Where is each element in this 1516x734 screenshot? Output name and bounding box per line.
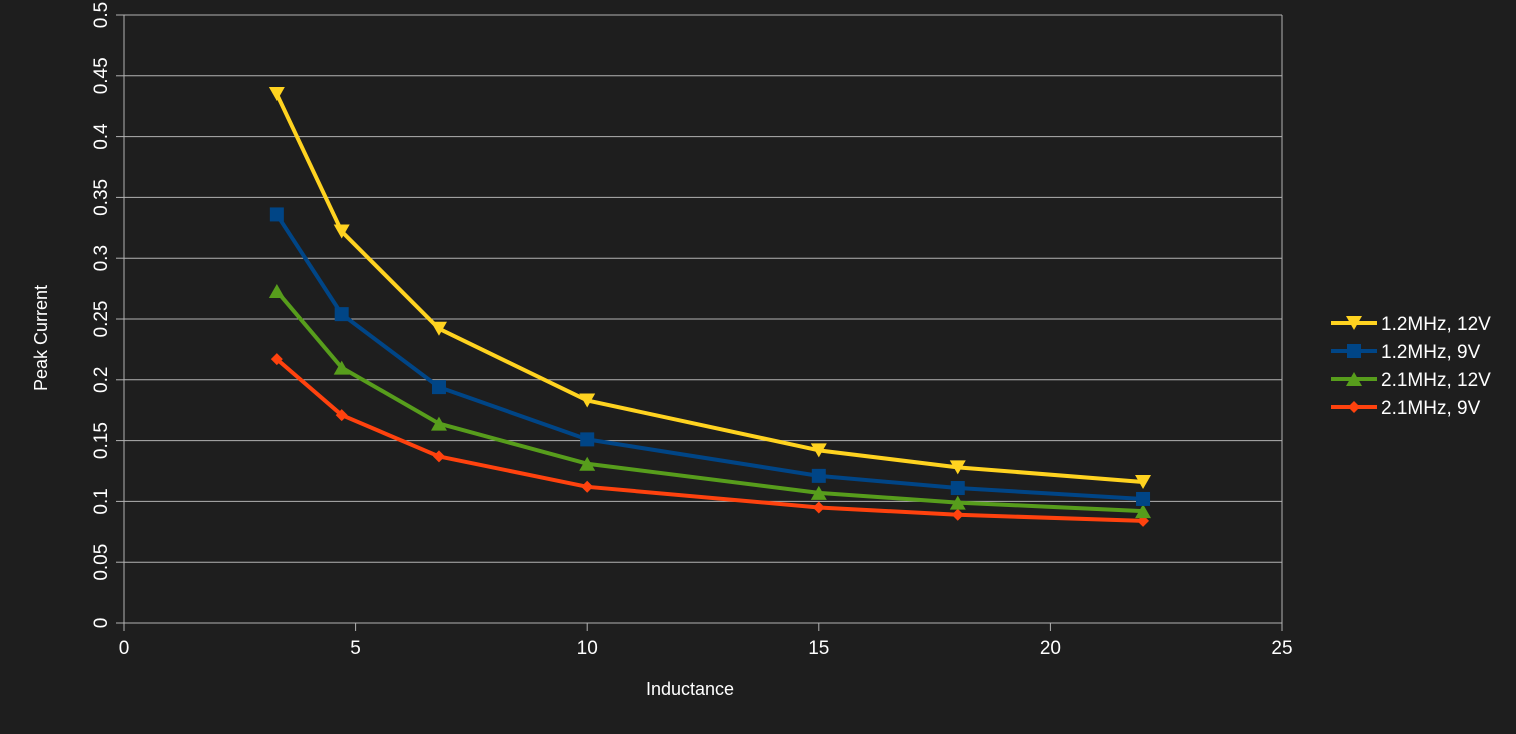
data-point [268, 87, 285, 102]
data-point [1136, 491, 1151, 506]
x-tick-label: 20 [1040, 638, 1061, 659]
x-tick-label: 10 [577, 638, 598, 659]
legend-label: 2.1MHz, 12V [1381, 370, 1491, 391]
data-point [579, 393, 596, 408]
data-point [1135, 474, 1152, 489]
series-line [275, 213, 1144, 501]
axis-layer [116, 14, 1283, 631]
series-3 [270, 353, 1150, 527]
legend-swatch-marker [1346, 372, 1362, 386]
x-axis-title: Inductance [646, 679, 734, 699]
data-point [333, 224, 350, 239]
y-tick-label: 0.2 [91, 367, 112, 393]
x-tick-label: 15 [808, 638, 829, 659]
data-point [950, 481, 965, 496]
data-point [268, 284, 285, 299]
legend-label: 1.2MHz, 9V [1381, 342, 1481, 363]
legend-entry: 1.2MHz, 12V [1331, 314, 1491, 335]
data-point [1135, 504, 1152, 519]
y-tick-label: 0.4 [91, 123, 112, 150]
grid-layer [124, 14, 1282, 624]
data-point [580, 432, 595, 447]
data-point [431, 380, 446, 395]
y-axis-title: Peak Current [31, 285, 51, 391]
legend-swatch-marker [1347, 344, 1361, 358]
series-line [275, 93, 1144, 484]
y-tick-label: 0.5 [91, 2, 112, 28]
legend-entry: 2.1MHz, 9V [1331, 398, 1481, 419]
y-tick-label: 0.05 [91, 544, 112, 581]
data-point [333, 360, 350, 375]
data-point [811, 468, 826, 483]
data-point [949, 460, 966, 475]
y-tick-label: 0.25 [91, 301, 112, 338]
series-line [275, 289, 1144, 514]
data-point [810, 443, 827, 458]
data-point [810, 485, 827, 500]
y-tick-label: 0.3 [91, 245, 112, 271]
series-0 [268, 87, 1152, 489]
data-point [430, 321, 447, 336]
data-point [430, 416, 447, 431]
legend-swatch-marker [1346, 316, 1362, 330]
x-tick-label: 0 [119, 638, 130, 659]
legend-label: 2.1MHz, 9V [1381, 398, 1481, 419]
legend-swatch-marker [1348, 401, 1360, 413]
x-tick-label: 5 [350, 638, 361, 659]
data-point [432, 450, 445, 463]
series-line [275, 357, 1144, 523]
data-point [581, 480, 594, 493]
y-tick-label: 0.35 [91, 179, 112, 216]
legend: 1.2MHz, 12V 1.2MHz, 9V 2.1MHz, 12V 2.1MHz, … [1331, 314, 1491, 419]
data-point [579, 456, 596, 471]
data-point [951, 508, 964, 521]
y-tick-label: 0.15 [91, 422, 112, 459]
series-2 [268, 284, 1152, 519]
legend-entry: 2.1MHz, 12V [1331, 370, 1491, 391]
data-point [269, 207, 284, 222]
legend-entry: 1.2MHz, 9V [1331, 342, 1481, 363]
y-tick-label: 0 [91, 618, 112, 629]
series-layer [268, 87, 1152, 527]
data-point [335, 409, 348, 422]
y-tick-label: 0.45 [91, 57, 112, 94]
data-point [270, 353, 283, 366]
data-point [812, 501, 825, 514]
data-point [949, 495, 966, 510]
series-1 [269, 207, 1151, 506]
data-point [334, 307, 349, 322]
x-tick-label: 25 [1271, 638, 1292, 659]
legend-label: 1.2MHz, 12V [1381, 314, 1491, 335]
y-tick-label: 0.1 [91, 488, 112, 514]
tick-labels: 0 0.05 0.1 0.15 0.2 0.25 0.3 0.35 0.4 0.45 0.5 0 5 10… [91, 2, 1293, 659]
